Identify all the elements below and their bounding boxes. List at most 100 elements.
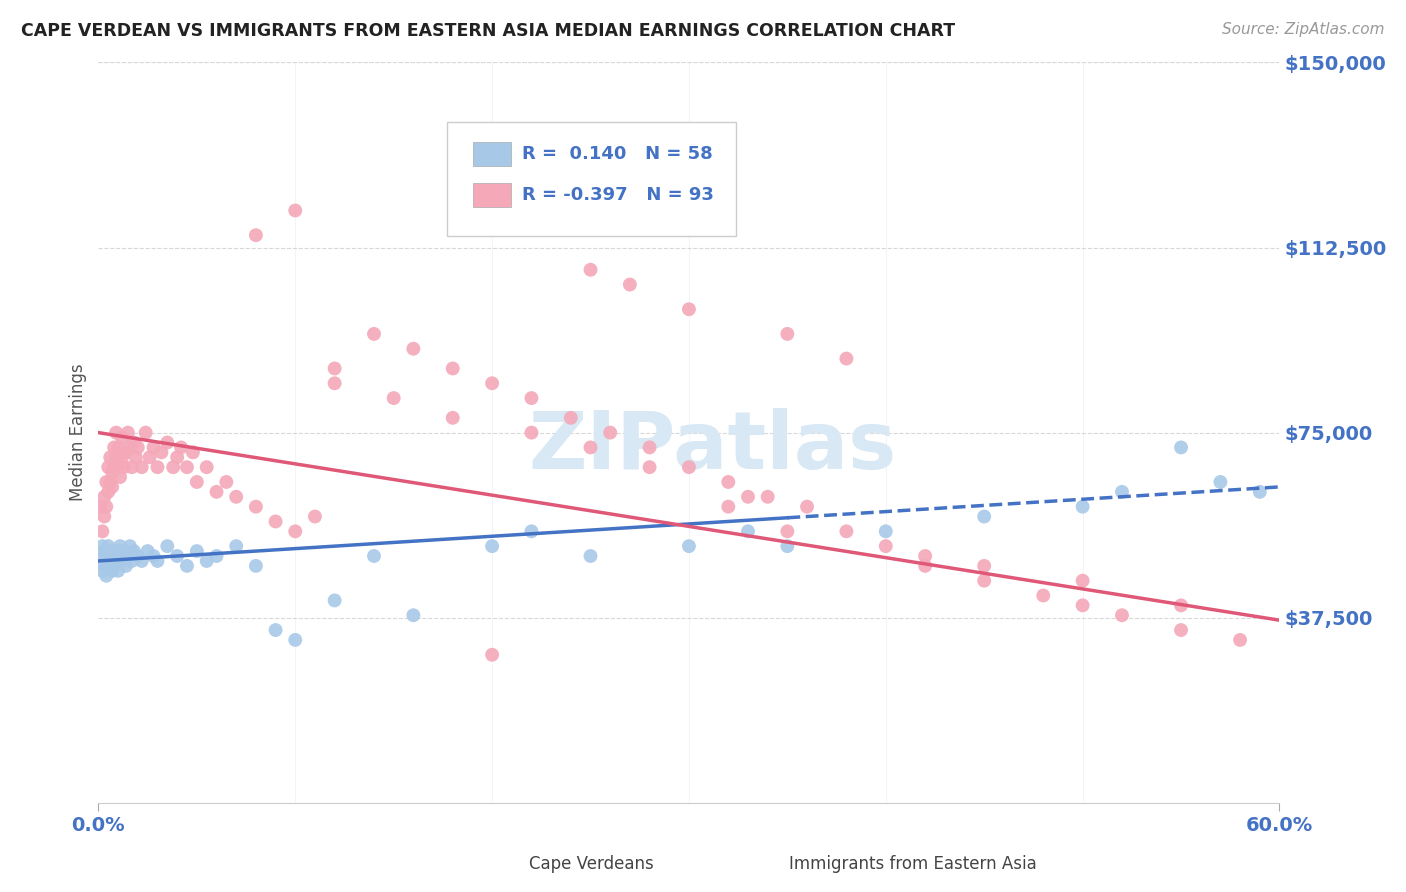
- Point: [97, 484, 120, 499]
- Point: [142, 441, 165, 455]
- Point: [162, 460, 184, 475]
- Point: [131, 554, 153, 568]
- Point: [125, 450, 148, 465]
- Point: [98, 450, 121, 465]
- Text: Immigrants from Eastern Asia: Immigrants from Eastern Asia: [789, 855, 1038, 873]
- Point: [756, 490, 779, 504]
- Point: [101, 480, 124, 494]
- Point: [284, 524, 307, 539]
- Point: [96, 500, 118, 514]
- Point: [186, 544, 208, 558]
- Text: ZIPatlas: ZIPatlas: [529, 409, 897, 486]
- Point: [111, 450, 134, 465]
- Point: [176, 558, 198, 573]
- FancyBboxPatch shape: [713, 854, 778, 875]
- Point: [121, 460, 143, 475]
- Point: [93, 558, 115, 573]
- Point: [737, 490, 759, 504]
- Point: [678, 302, 700, 317]
- Point: [245, 558, 267, 573]
- Point: [101, 544, 124, 558]
- Point: [560, 410, 582, 425]
- Point: [402, 342, 425, 356]
- FancyBboxPatch shape: [472, 143, 510, 166]
- Point: [118, 539, 141, 553]
- Text: R = -0.397   N = 93: R = -0.397 N = 93: [523, 186, 714, 204]
- Point: [135, 425, 157, 440]
- Point: [481, 376, 503, 391]
- Point: [579, 262, 602, 277]
- Point: [599, 425, 621, 440]
- Point: [796, 500, 818, 514]
- Point: [181, 445, 204, 459]
- Point: [1111, 484, 1133, 499]
- Point: [156, 435, 179, 450]
- Point: [1071, 500, 1094, 514]
- Point: [103, 441, 125, 455]
- Point: [481, 539, 503, 553]
- Point: [619, 277, 641, 292]
- Point: [146, 460, 169, 475]
- Point: [112, 544, 135, 558]
- Point: [195, 460, 218, 475]
- Point: [117, 425, 139, 440]
- Point: [108, 539, 131, 553]
- Point: [363, 326, 385, 341]
- Point: [284, 632, 307, 647]
- Point: [245, 228, 267, 243]
- Point: [103, 460, 125, 475]
- Point: [101, 465, 124, 479]
- Point: [441, 361, 464, 376]
- Point: [97, 539, 120, 553]
- Point: [91, 524, 114, 539]
- Point: [875, 524, 897, 539]
- Point: [112, 460, 135, 475]
- Point: [98, 558, 121, 573]
- Point: [402, 608, 425, 623]
- Point: [382, 391, 405, 405]
- Point: [835, 351, 858, 366]
- Point: [97, 460, 120, 475]
- Text: Cape Verdeans: Cape Verdeans: [530, 855, 654, 873]
- Point: [138, 450, 160, 465]
- Point: [101, 564, 124, 578]
- Point: [105, 549, 128, 563]
- Point: [166, 450, 188, 465]
- Point: [520, 524, 543, 539]
- Point: [89, 549, 111, 563]
- Point: [638, 460, 661, 475]
- Point: [304, 509, 326, 524]
- Point: [91, 539, 114, 553]
- Point: [107, 544, 129, 558]
- Point: [91, 564, 114, 578]
- Point: [363, 549, 385, 563]
- Point: [835, 524, 858, 539]
- Point: [737, 524, 759, 539]
- Point: [115, 558, 138, 573]
- Point: [973, 558, 995, 573]
- Point: [111, 554, 134, 568]
- Point: [284, 203, 307, 218]
- Point: [638, 441, 661, 455]
- Point: [215, 475, 238, 489]
- Point: [117, 549, 139, 563]
- Point: [1170, 599, 1192, 613]
- FancyBboxPatch shape: [472, 183, 510, 207]
- Point: [520, 425, 543, 440]
- Point: [170, 441, 193, 455]
- Point: [1209, 475, 1232, 489]
- Point: [1229, 632, 1251, 647]
- Point: [225, 539, 247, 553]
- Point: [118, 441, 141, 455]
- Point: [107, 564, 129, 578]
- Point: [103, 554, 125, 568]
- Point: [176, 460, 198, 475]
- Point: [93, 509, 115, 524]
- Point: [195, 554, 218, 568]
- Point: [127, 441, 149, 455]
- Point: [205, 549, 228, 563]
- Point: [96, 475, 118, 489]
- Point: [973, 574, 995, 588]
- Point: [108, 549, 131, 563]
- Point: [111, 431, 134, 445]
